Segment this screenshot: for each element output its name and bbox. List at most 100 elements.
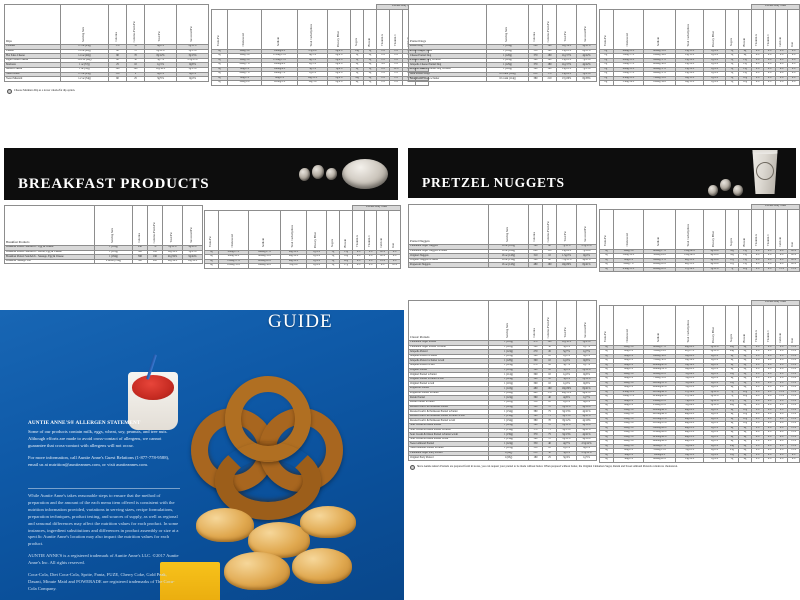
breakfast-table-right: Percent Daily Value Trans Fat Cholesterol S… xyxy=(204,205,402,269)
column-header-label: Iron xyxy=(791,241,795,247)
cell-cal: 380 xyxy=(528,76,543,82)
column-header: Vitamin C xyxy=(763,208,777,250)
column-header-label: Protein xyxy=(742,333,746,343)
dips-table-left: Dips Serving Size Calories Calories From Fa… xyxy=(4,4,209,82)
table-row: 0g 0mg/0% 730mg/31% 70g/23% 2g/8% 9g 8g 0% 0% 2% 1… xyxy=(599,376,800,382)
column-header-label: Cholesterol xyxy=(626,328,630,343)
column-header-label: Calories xyxy=(533,328,537,338)
dips-table-right: Percent Daily Value Trans Fat Cholesterol S… xyxy=(211,4,430,86)
column-header: Vitamin A xyxy=(751,208,765,250)
column-header: Trans Fat xyxy=(204,209,219,251)
table-row: 0g 15mg/5% 1450mg/60% 64g/21% 2g/8% 9g 9g 4% 0% 4… xyxy=(599,434,800,440)
column-header: Calories From Fat xyxy=(126,4,145,45)
cell-vitc: 0% xyxy=(763,266,777,272)
divider xyxy=(28,488,180,490)
classic-pretzels-section: Classic Pretzels Serving Size Calories Calo… xyxy=(408,300,800,470)
classic-pretzels-table-right: Percent Daily Value Trans Fat Cholesterol S… xyxy=(599,300,800,463)
cell-vitc: 0% xyxy=(389,80,404,86)
column-header: Calories xyxy=(528,300,543,341)
category-header: Classic Pretzels xyxy=(408,300,489,341)
cell-carb: 10g/3% xyxy=(297,80,328,86)
column-header-label: Dietary Fiber xyxy=(314,231,318,248)
cell-fiber: 1g/4% xyxy=(703,457,726,463)
column-header: Calcium xyxy=(376,209,390,251)
cell-fiber: 1g/4% xyxy=(703,80,726,86)
column-header: Total Carbohydrate xyxy=(675,304,704,346)
nugget-shape xyxy=(708,185,718,196)
column-header-label: Saturated Fat xyxy=(190,26,194,42)
column-header: Cholesterol xyxy=(227,8,262,50)
dips-footnote-text: Choose Marinara Dip as a lower calorie/f… xyxy=(14,88,76,92)
cell-trans: 0g* xyxy=(599,80,614,86)
cell-fiber: 3g/12% xyxy=(703,266,726,272)
column-header-label: Vitamin A xyxy=(755,34,759,47)
cell-protein: 22g xyxy=(737,266,753,272)
table-row: Caramel 1.5 oz (43g) 170 35 4g/6% 2g/11% xyxy=(4,44,209,50)
column-header-label: Saturated Fat xyxy=(584,226,588,242)
column-header-label: Vitamin A xyxy=(755,234,759,247)
cell-sodium: 940mg/39% xyxy=(248,263,281,269)
column-header-label: Sodium xyxy=(262,238,266,248)
column-header-label: Cholesterol xyxy=(242,32,246,47)
category-header: Pretzel Nuggets xyxy=(408,204,489,245)
table-row: 0g 0mg/0% 1240mg/52% 59g/20% 2g/8% 9g 8g 0% 0% 2%… xyxy=(599,367,800,373)
column-header-label: Calories xyxy=(137,233,141,243)
column-header: Saturated Fat xyxy=(576,204,597,245)
column-header-label: Calories From Fat xyxy=(152,221,156,243)
column-header: Calories xyxy=(108,4,127,45)
nuggets-table-right: Percent Daily Value Trans Fat Cholesterol S… xyxy=(599,204,800,272)
nuggets-cup-image xyxy=(752,150,778,194)
cell-calfat: 25 xyxy=(542,455,557,461)
table-row: Roasted Garlic & Parmesan Pretzel 1 (129g… xyxy=(408,404,597,411)
column-header: Saturated Fat xyxy=(182,205,203,246)
cell-vita: 0% xyxy=(751,266,765,272)
column-header: Trans Fat xyxy=(599,304,614,346)
column-header-label: Total Fat xyxy=(170,232,174,243)
allergen-heading: AUNTIE ANNE'S® ALLERGEN STATEMENT xyxy=(28,420,141,426)
cell-calfat: 210 xyxy=(542,76,557,82)
column-header-label: Sodium xyxy=(657,237,661,247)
column-header-label: Sodium xyxy=(657,333,661,343)
column-header: Serving Size xyxy=(488,204,529,245)
column-header-label: Saturated Fat xyxy=(584,322,588,338)
column-header-label: Sugars xyxy=(729,334,733,343)
product-image-4 xyxy=(224,552,290,590)
cell-calfat: 25 xyxy=(126,76,145,82)
column-header-label: Protein xyxy=(742,237,746,247)
column-header: Vitamin C xyxy=(763,8,777,50)
nugget-shape xyxy=(326,168,337,180)
table-row: Mini Pretzel Dogs w/butter 10 count (114g… xyxy=(408,76,597,82)
cell-protein: 4g xyxy=(737,457,753,463)
table-row: 0g* 50mg/17% 810mg/34% 33g/11% 1g/4% 5g 9g 4% 0%… xyxy=(599,53,800,59)
product-image-1 xyxy=(196,508,254,542)
cell-sugar: 9g xyxy=(350,80,364,86)
pretzel-illustration xyxy=(185,370,385,545)
column-header-label: Trans Fat xyxy=(604,331,608,343)
column-header: Dietary Fiber xyxy=(327,8,351,50)
product-image-5 xyxy=(292,548,352,584)
column-header: Calories xyxy=(528,4,543,45)
table-row: Jalapeño Pretzel 1 (124g) 270 45 5g/7% 1g/7% xyxy=(408,349,597,355)
table-row: Original Party Pretzel 1 (63g) 180 25 3g/4% 1… xyxy=(408,455,597,461)
cell-satfat: 0g/2% xyxy=(176,76,209,82)
column-header: Protein xyxy=(362,8,378,50)
column-header-label: Serving Size xyxy=(506,323,510,338)
column-header: Serving Size xyxy=(94,205,133,246)
product-name: Sweet Mustard xyxy=(4,76,61,82)
table-row: 0g 15mg/5% 1010mg/42% 66g/22% 2g/8% 9g 10g 4% 0%… xyxy=(599,412,800,418)
table-row: Pepperoni Nuggets 16 oz (143g) 480 160 19g/2… xyxy=(408,262,597,269)
pretzel-nuggets-banner-art xyxy=(708,148,782,198)
cell-sugar: 7g xyxy=(725,266,739,272)
column-header: Cholesterol xyxy=(218,209,249,251)
table-row: Sour Cream & Onion Pretzel w/butter w/sa… xyxy=(408,432,597,438)
column-header-label: Calories xyxy=(115,32,119,42)
column-header-label: Calories xyxy=(533,32,537,42)
pretzel-nuggets-banner-title: PRETZEL NUGGETS xyxy=(422,175,565,190)
column-header: Calories From Fat xyxy=(542,300,557,341)
marinara-sauce xyxy=(132,375,174,400)
pretzel-logo-icon xyxy=(756,162,774,180)
cell-vita: 0% xyxy=(376,80,391,86)
column-header-label: Saturated Fat xyxy=(584,26,588,42)
table-row: Breakfast Pretzel Sandwich - Sausage, Eg… xyxy=(4,254,203,260)
